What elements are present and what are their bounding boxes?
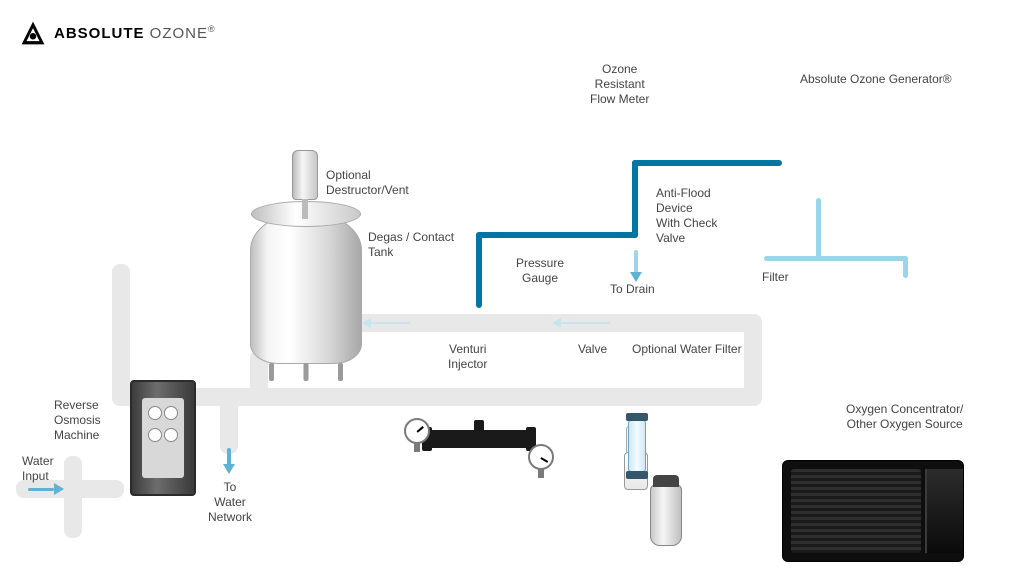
- optional-water-filter: [650, 484, 682, 546]
- label-water-input: Water Input: [22, 454, 54, 484]
- label-oxygen-src: Oxygen Concentrator/ Other Oxygen Source: [846, 402, 963, 432]
- arrow-to-drain: [630, 272, 642, 282]
- pressure-gauge-left: [404, 418, 430, 444]
- label-venturi: Venturi Injector: [448, 342, 487, 372]
- line-flowmeter-to-gen: [632, 160, 782, 166]
- label-antiflood: Anti-Flood Device With Check Valve: [656, 186, 717, 246]
- label-opt-water-filter: Optional Water Filter: [632, 342, 742, 357]
- line-venturi-up: [476, 232, 482, 308]
- flow-arrow-upper: [560, 322, 610, 324]
- line-oxy-h2: [816, 256, 908, 261]
- venturi-injector: [424, 430, 534, 448]
- diagram-canvas: ABSOLUTE OZONE®: [0, 0, 1024, 576]
- arrow-network: [223, 464, 235, 474]
- ozone-generator: [782, 460, 964, 562]
- label-pressure-gauge: Pressure Gauge: [516, 256, 564, 286]
- line-oxy-v2: [903, 256, 908, 278]
- pipe-network-v: [220, 388, 238, 454]
- pipe-left-vertical: [112, 264, 130, 406]
- brand-mark: ®: [208, 24, 216, 34]
- label-destructor: Optional Destructor/Vent: [326, 168, 409, 198]
- destructor-vent: [292, 150, 318, 200]
- flow-arrowhead-upper: [552, 318, 561, 328]
- line-oxy-h1: [764, 256, 821, 261]
- label-ozone-gen: Absolute Ozone Generator®: [800, 72, 952, 87]
- flow-arrow-upper2: [370, 322, 410, 324]
- line-to-antiflood-h: [476, 232, 638, 238]
- label-ro: Reverse Osmosis Machine: [54, 398, 101, 443]
- flow-arrowhead-upper2: [362, 318, 371, 328]
- label-tank: Degas / Contact Tank: [368, 230, 454, 260]
- contact-tank: [250, 212, 362, 364]
- arrow-water-input: [54, 483, 64, 495]
- brand-logo: ABSOLUTE OZONE®: [20, 20, 216, 46]
- brand-light: OZONE: [145, 25, 209, 42]
- reverse-osmosis-machine: [130, 380, 196, 496]
- label-filter: Filter: [762, 270, 789, 285]
- brand-text: ABSOLUTE OZONE®: [54, 24, 216, 42]
- arrow-water-input-line: [28, 488, 54, 491]
- label-to-drain: To Drain: [610, 282, 655, 297]
- line-antiflood-v: [632, 160, 638, 238]
- label-flowmeter: Ozone Resistant Flow Meter: [590, 62, 649, 107]
- brand-bold: ABSOLUTE: [54, 25, 145, 42]
- label-valve: Valve: [578, 342, 607, 357]
- label-to-network: To Water Network: [208, 480, 252, 525]
- flow-meter: [628, 420, 646, 472]
- pressure-gauge-right: [528, 444, 554, 470]
- line-drain: [634, 250, 638, 274]
- line-oxy-v1: [816, 198, 821, 260]
- pipe-lower-horizontal: [250, 388, 762, 406]
- logo-mark-icon: [20, 20, 46, 46]
